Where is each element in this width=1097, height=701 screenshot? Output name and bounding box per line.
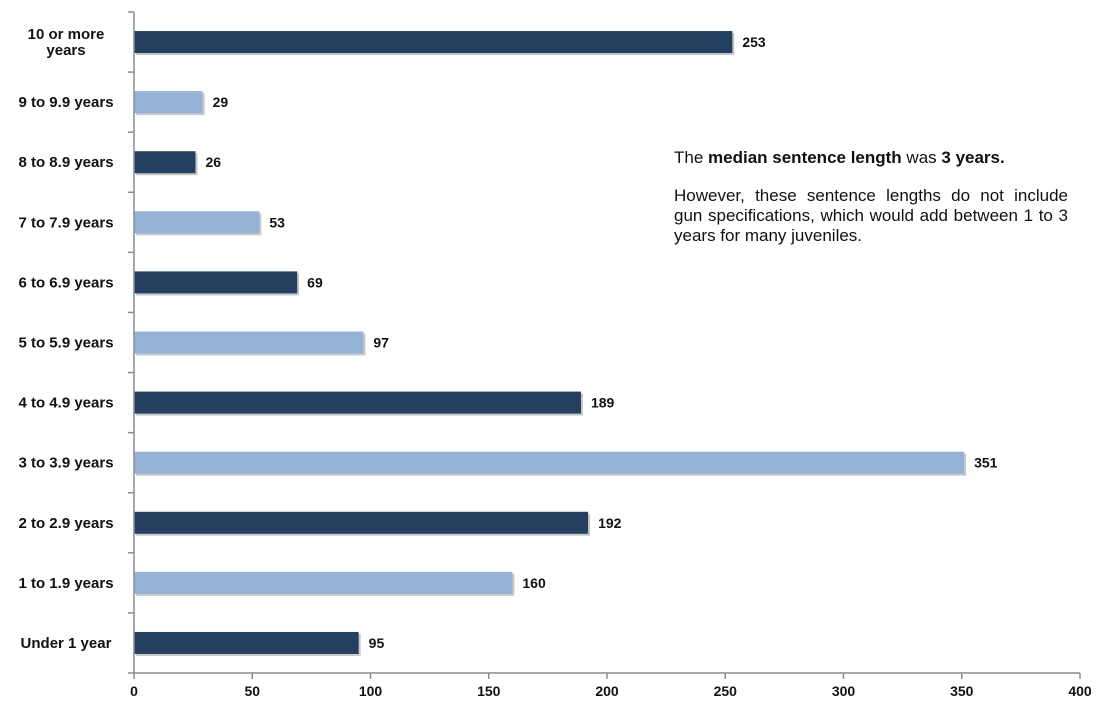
category-label-0: 10 or more years <box>28 26 105 59</box>
x-tick-label-6: 300 <box>832 683 856 699</box>
x-tick-label-4: 200 <box>595 683 619 699</box>
x-tick-label-5: 250 <box>714 683 738 699</box>
category-label-2: 8 to 8.9 years <box>18 154 113 171</box>
bar-0 <box>134 31 733 54</box>
bar-6 <box>134 391 581 414</box>
bar-10 <box>134 631 359 654</box>
x-tick-label-1: 50 <box>244 683 260 699</box>
value-label-9: 160 <box>522 575 546 591</box>
value-label-3: 53 <box>269 214 285 230</box>
labels: 253 10 or more years 29 9 to 9.9 years 26 8 to… <box>18 26 997 652</box>
category-label-1: 9 to 9.9 years <box>18 94 113 111</box>
x-tick-label-7: 350 <box>950 683 974 699</box>
category-label-3: 7 to 7.9 years <box>18 214 113 231</box>
median-statement: The median sentence length was 3 years. <box>674 148 1005 167</box>
bar-7 <box>134 451 965 474</box>
value-label-2: 26 <box>205 154 221 170</box>
bar-9 <box>134 571 513 594</box>
axes: 0 50 100 150 200 250 300 350 400 <box>128 11 1092 699</box>
category-label-8: 2 to 2.9 years <box>18 515 113 532</box>
bar-5 <box>134 331 364 354</box>
x-tick-label-3: 150 <box>477 683 501 699</box>
category-label-10: Under 1 year <box>21 635 112 652</box>
x-tick-label-8: 400 <box>1068 683 1092 699</box>
x-tick-label-0: 0 <box>130 683 138 699</box>
bar-2 <box>134 151 196 174</box>
value-label-0: 253 <box>742 34 766 50</box>
value-label-10: 95 <box>369 635 385 651</box>
x-tick-label-2: 100 <box>359 683 383 699</box>
bars <box>134 31 967 656</box>
category-label-6: 4 to 4.9 years <box>18 395 113 412</box>
value-label-5: 97 <box>373 335 389 351</box>
category-label-7: 3 to 3.9 years <box>18 455 113 472</box>
value-label-1: 29 <box>213 94 229 110</box>
annotation-text: The median sentence length was 3 years. … <box>674 148 1068 246</box>
bar-3 <box>134 211 260 234</box>
gun-specification-note: However, these sentence lengths do not i… <box>674 186 1068 245</box>
value-label-7: 351 <box>974 455 998 471</box>
value-label-8: 192 <box>598 515 622 531</box>
bar-1 <box>134 91 203 114</box>
category-label-4: 6 to 6.9 years <box>18 274 113 291</box>
category-label-9: 1 to 1.9 years <box>18 575 113 592</box>
bar-8 <box>134 511 589 534</box>
bar-4 <box>134 271 298 294</box>
category-label-5: 5 to 5.9 years <box>18 335 113 352</box>
value-label-6: 189 <box>591 395 615 411</box>
value-label-4: 69 <box>307 274 323 290</box>
